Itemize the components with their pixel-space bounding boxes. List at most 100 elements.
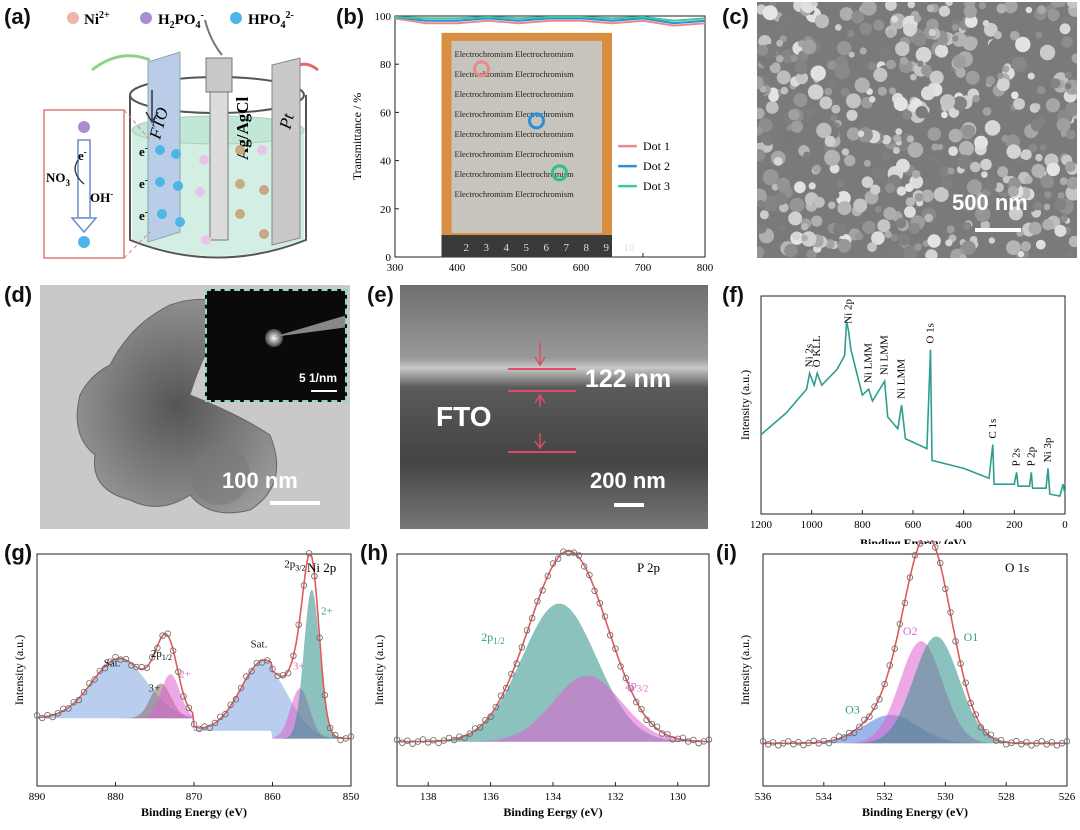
sem-grain — [1060, 130, 1068, 137]
raw-data-point — [393, 736, 401, 743]
sem-grain — [921, 86, 935, 101]
raw-data-point — [80, 688, 88, 696]
raw-data-point — [264, 657, 271, 664]
photo-text-line: Electrochromism Electrochromism — [455, 169, 575, 179]
raw-data-point — [977, 724, 985, 731]
raw-data-point — [96, 667, 103, 675]
legend-label: Dot 1 — [643, 139, 670, 153]
component-peak-6 — [37, 589, 351, 739]
peak-label: P 2p — [1025, 446, 1037, 466]
sem-grain — [862, 220, 876, 235]
measurement-dot — [551, 164, 568, 182]
legend-label: Dot 2 — [643, 159, 670, 173]
sem-grain — [1013, 98, 1025, 110]
sem-grain — [935, 44, 949, 58]
x-tick-label: 532 — [876, 791, 893, 803]
raw-data-point — [508, 670, 515, 678]
sem-c-scale-bar — [975, 228, 1021, 232]
fit-envelope — [36, 552, 351, 740]
raw-data-point — [482, 716, 489, 724]
sem-grain — [806, 249, 817, 258]
y-axis-label: Intensity (a.u.) — [738, 635, 752, 705]
sem-grain — [996, 78, 1010, 92]
photo-text-line: Electrochromism Electrochromism — [455, 89, 575, 99]
legend-h-sub: 2 — [170, 20, 175, 31]
raw-data-point — [881, 680, 888, 688]
panel-label-f: (f) — [722, 282, 744, 307]
x-tick-label: 600 — [573, 262, 590, 274]
sem-grain — [1028, 221, 1042, 235]
sem-grain — [933, 187, 949, 202]
sem-grain — [1064, 71, 1072, 79]
peak-label: O 1s — [924, 323, 936, 343]
sem-grain — [828, 79, 836, 87]
sem-grain — [1035, 239, 1046, 250]
x-tick-label: 138 — [420, 791, 437, 803]
raw-data-point — [258, 659, 266, 666]
sem-grain — [840, 87, 850, 97]
raw-data-point — [285, 669, 292, 677]
xps-ni2p-chart: 890 880 870 860 850 Binding Energy (eV) Intens… — [12, 550, 360, 819]
raw-data-point — [143, 664, 151, 671]
ruler-number: 9 — [604, 242, 610, 254]
zoom-electron: e- — [78, 147, 87, 163]
x-tick-label: 1200 — [750, 519, 773, 531]
x-tick-label: 1000 — [801, 519, 824, 531]
sem-grain — [982, 20, 990, 27]
hydroxide-label: OH- — [90, 189, 113, 205]
sem-grain — [851, 10, 865, 24]
sem-grain — [907, 2, 916, 9]
sem-grain — [946, 225, 955, 234]
sem-grain — [757, 199, 765, 208]
raw-data-point — [311, 573, 318, 580]
fit-envelope — [397, 550, 710, 743]
y-tick-label: 80 — [380, 59, 392, 71]
sem-grain — [963, 5, 977, 19]
sem-grain — [848, 254, 855, 258]
x-tick-label: 130 — [670, 791, 687, 803]
wire-gray — [204, 19, 223, 56]
raw-data-point — [549, 560, 557, 567]
sem-grain — [980, 220, 990, 231]
x-tick-label: 860 — [264, 791, 281, 803]
sem-grain — [847, 30, 855, 38]
sem-grain — [881, 134, 891, 145]
x-tick-label: 300 — [387, 262, 404, 274]
panel-label-c: (c) — [722, 4, 749, 29]
sem-grain — [833, 222, 848, 237]
sem-grain — [878, 46, 889, 57]
sem-grain — [839, 7, 854, 21]
raw-data-point — [586, 571, 593, 579]
raw-data-point — [601, 613, 609, 620]
legend-ni: Ni — [84, 12, 99, 28]
sem-grain — [844, 154, 856, 167]
orbital-label: 2p1/2 — [151, 648, 172, 662]
electron-label-1: e- — [139, 143, 148, 159]
legend-hpo-sub: 4 — [281, 20, 286, 31]
sem-grain — [1042, 218, 1054, 231]
sem-grain — [993, 30, 1002, 40]
raw-data-point — [513, 660, 520, 667]
raw-data-point — [825, 739, 833, 747]
xps-survey-chart: 1200 1000 800 600 400 200 0 Binding Energy (eV)… — [738, 295, 1068, 544]
sem-grain — [762, 169, 779, 186]
x-axis-label: Binding Energy (eV) — [141, 805, 247, 819]
raw-data-point — [997, 737, 1005, 744]
sem-grain — [841, 148, 850, 156]
component-label: Sat. — [104, 657, 121, 669]
x-tick-label: 200 — [1006, 519, 1023, 531]
sem-grain — [1009, 30, 1020, 41]
raw-data-point — [617, 663, 624, 670]
orbital-label: 2p3/2 — [284, 558, 305, 572]
raw-data-point — [91, 676, 98, 683]
sem-grain — [759, 210, 769, 220]
sem-grain — [964, 15, 978, 28]
sem-grain — [957, 154, 972, 169]
raw-data-point — [227, 701, 234, 708]
sem-grain — [837, 41, 852, 56]
raw-data-point — [450, 736, 458, 744]
sem-grain — [782, 130, 799, 146]
sem-grain — [903, 23, 917, 37]
sem-grain — [813, 196, 825, 208]
raw-data-point — [580, 563, 588, 570]
